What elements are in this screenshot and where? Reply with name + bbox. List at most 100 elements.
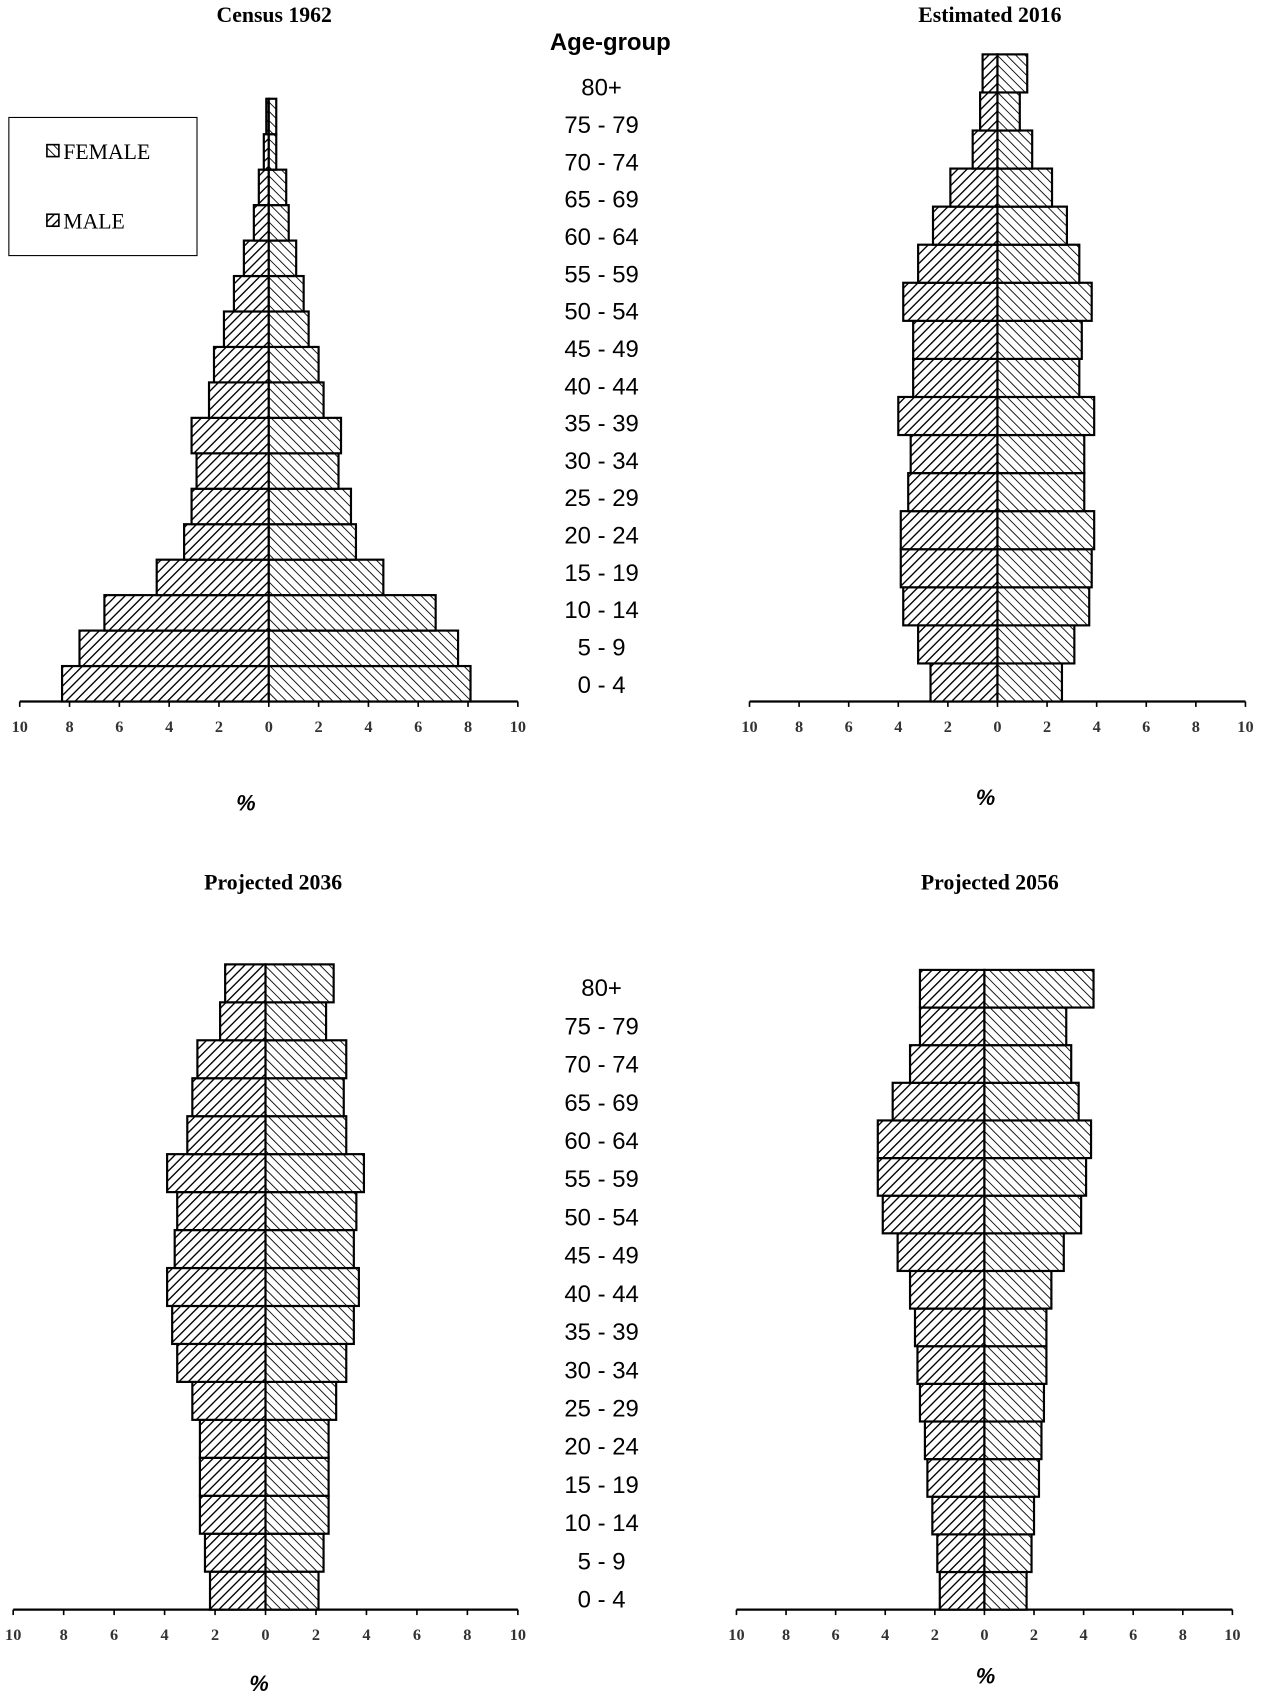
x-tick-label: 2 [931,1625,939,1644]
x-tick-label: 4 [881,1625,889,1644]
female-bar [267,97,278,136]
male-bar [176,1342,267,1383]
male-bar [155,558,270,597]
x-tick-label: 2 [1043,717,1051,736]
x-tick-label: 6 [115,717,123,736]
male-bar [252,204,270,242]
female-bar [267,310,310,349]
x-tick-label: 8 [65,717,73,736]
female-bar [264,1001,328,1042]
female-bar [264,1418,330,1459]
x-tick-label: 10 [728,1625,744,1644]
male-bar [876,1156,986,1197]
female-bar [264,1456,330,1497]
age-group-label: 65 - 69 [564,187,638,214]
female-bar [983,1570,1028,1611]
x-tick-label: 6 [110,1625,118,1644]
female-bar [996,548,1093,589]
female-bar [996,357,1081,399]
male-bar [902,586,999,627]
female-bar [996,586,1091,627]
chart-title: Census 1962 [217,3,332,27]
x-tick-label: 6 [832,1625,840,1644]
x-tick-label: 8 [782,1625,790,1644]
female-bar [267,381,325,419]
legend-label: MALE [63,209,125,233]
male-bar [186,1115,267,1156]
female-bar [264,1153,366,1194]
male-bar [198,1494,267,1535]
male-bar [232,274,270,313]
male-bar [171,1304,267,1346]
x-tick-label: 0 [980,1625,988,1644]
age-group-label: 45 - 49 [564,1243,638,1270]
x-tick-label: 8 [1192,717,1200,736]
male-bar [981,53,999,94]
male-bar [242,239,270,278]
age-group-label: 65 - 69 [564,1090,638,1117]
female-bar [267,274,305,313]
age-group-label: 40 - 44 [564,373,638,400]
x-tick-label: 8 [795,717,803,736]
male-bar [191,1380,267,1421]
male-bar [917,624,999,665]
female-bar [983,1307,1048,1348]
age-group-label: 30 - 34 [564,1357,638,1384]
legend-label: FEMALE [63,140,150,164]
male-bar [891,1081,986,1122]
female-bar [983,1232,1065,1273]
male-bar [881,1194,986,1235]
female-bar [996,662,1064,703]
chart-title: Estimated 2016 [918,3,1061,27]
female-bar [267,345,320,384]
female-bar [267,487,353,526]
x-tick-label: 4 [1080,1625,1088,1644]
x-tick-label: 6 [1129,1625,1137,1644]
female-bar [267,168,288,207]
x-tick-label: 2 [315,717,323,736]
male-bar [931,205,999,246]
female-bar [983,1119,1093,1160]
age-group-label: 0 - 4 [578,1586,626,1613]
female-bar [996,243,1081,284]
female-bar [264,1266,360,1308]
x-tick-label: 4 [161,1625,169,1644]
x-tick-label: 8 [463,1625,471,1644]
age-group-label: 30 - 34 [564,448,638,475]
female-bar [996,395,1096,437]
categories-title: Age-group [550,29,671,56]
age-group-label: 35 - 39 [564,411,638,438]
x-tick-label: 6 [413,1625,421,1644]
x-tick-label: 2 [215,717,223,736]
male-bar [78,629,270,668]
female-bar [264,1380,338,1421]
x-tick-label: 6 [1142,717,1150,736]
male-bar [103,594,270,632]
x-tick-label: 10 [1224,1625,1240,1644]
x-axis-label: % [249,1671,268,1696]
age-group-label: 10 - 14 [564,1510,638,1537]
male-bar [979,91,999,132]
female-bar [983,1081,1080,1122]
female-bar [996,205,1068,246]
x-tick-label: 0 [261,1625,269,1644]
x-tick-label: 2 [944,717,952,736]
age-group-label: 10 - 14 [564,597,638,624]
female-bar [264,1532,325,1573]
female-bar [264,1304,355,1346]
age-group-label: 70 - 74 [564,1052,638,1079]
female-bar [983,1269,1053,1310]
male-bar [916,1345,986,1385]
male-bar [913,1307,986,1348]
female-bar [996,281,1093,322]
male-bar [196,1039,267,1080]
male-bar [222,310,270,349]
male-bar [208,1570,267,1611]
male-bar [918,1382,986,1423]
male-bar [918,968,986,1009]
age-group-label: 75 - 79 [564,1013,638,1040]
x-axis-label: % [236,790,255,815]
x-tick-label: 8 [1179,1625,1187,1644]
x-tick-label: 0 [993,717,1001,736]
